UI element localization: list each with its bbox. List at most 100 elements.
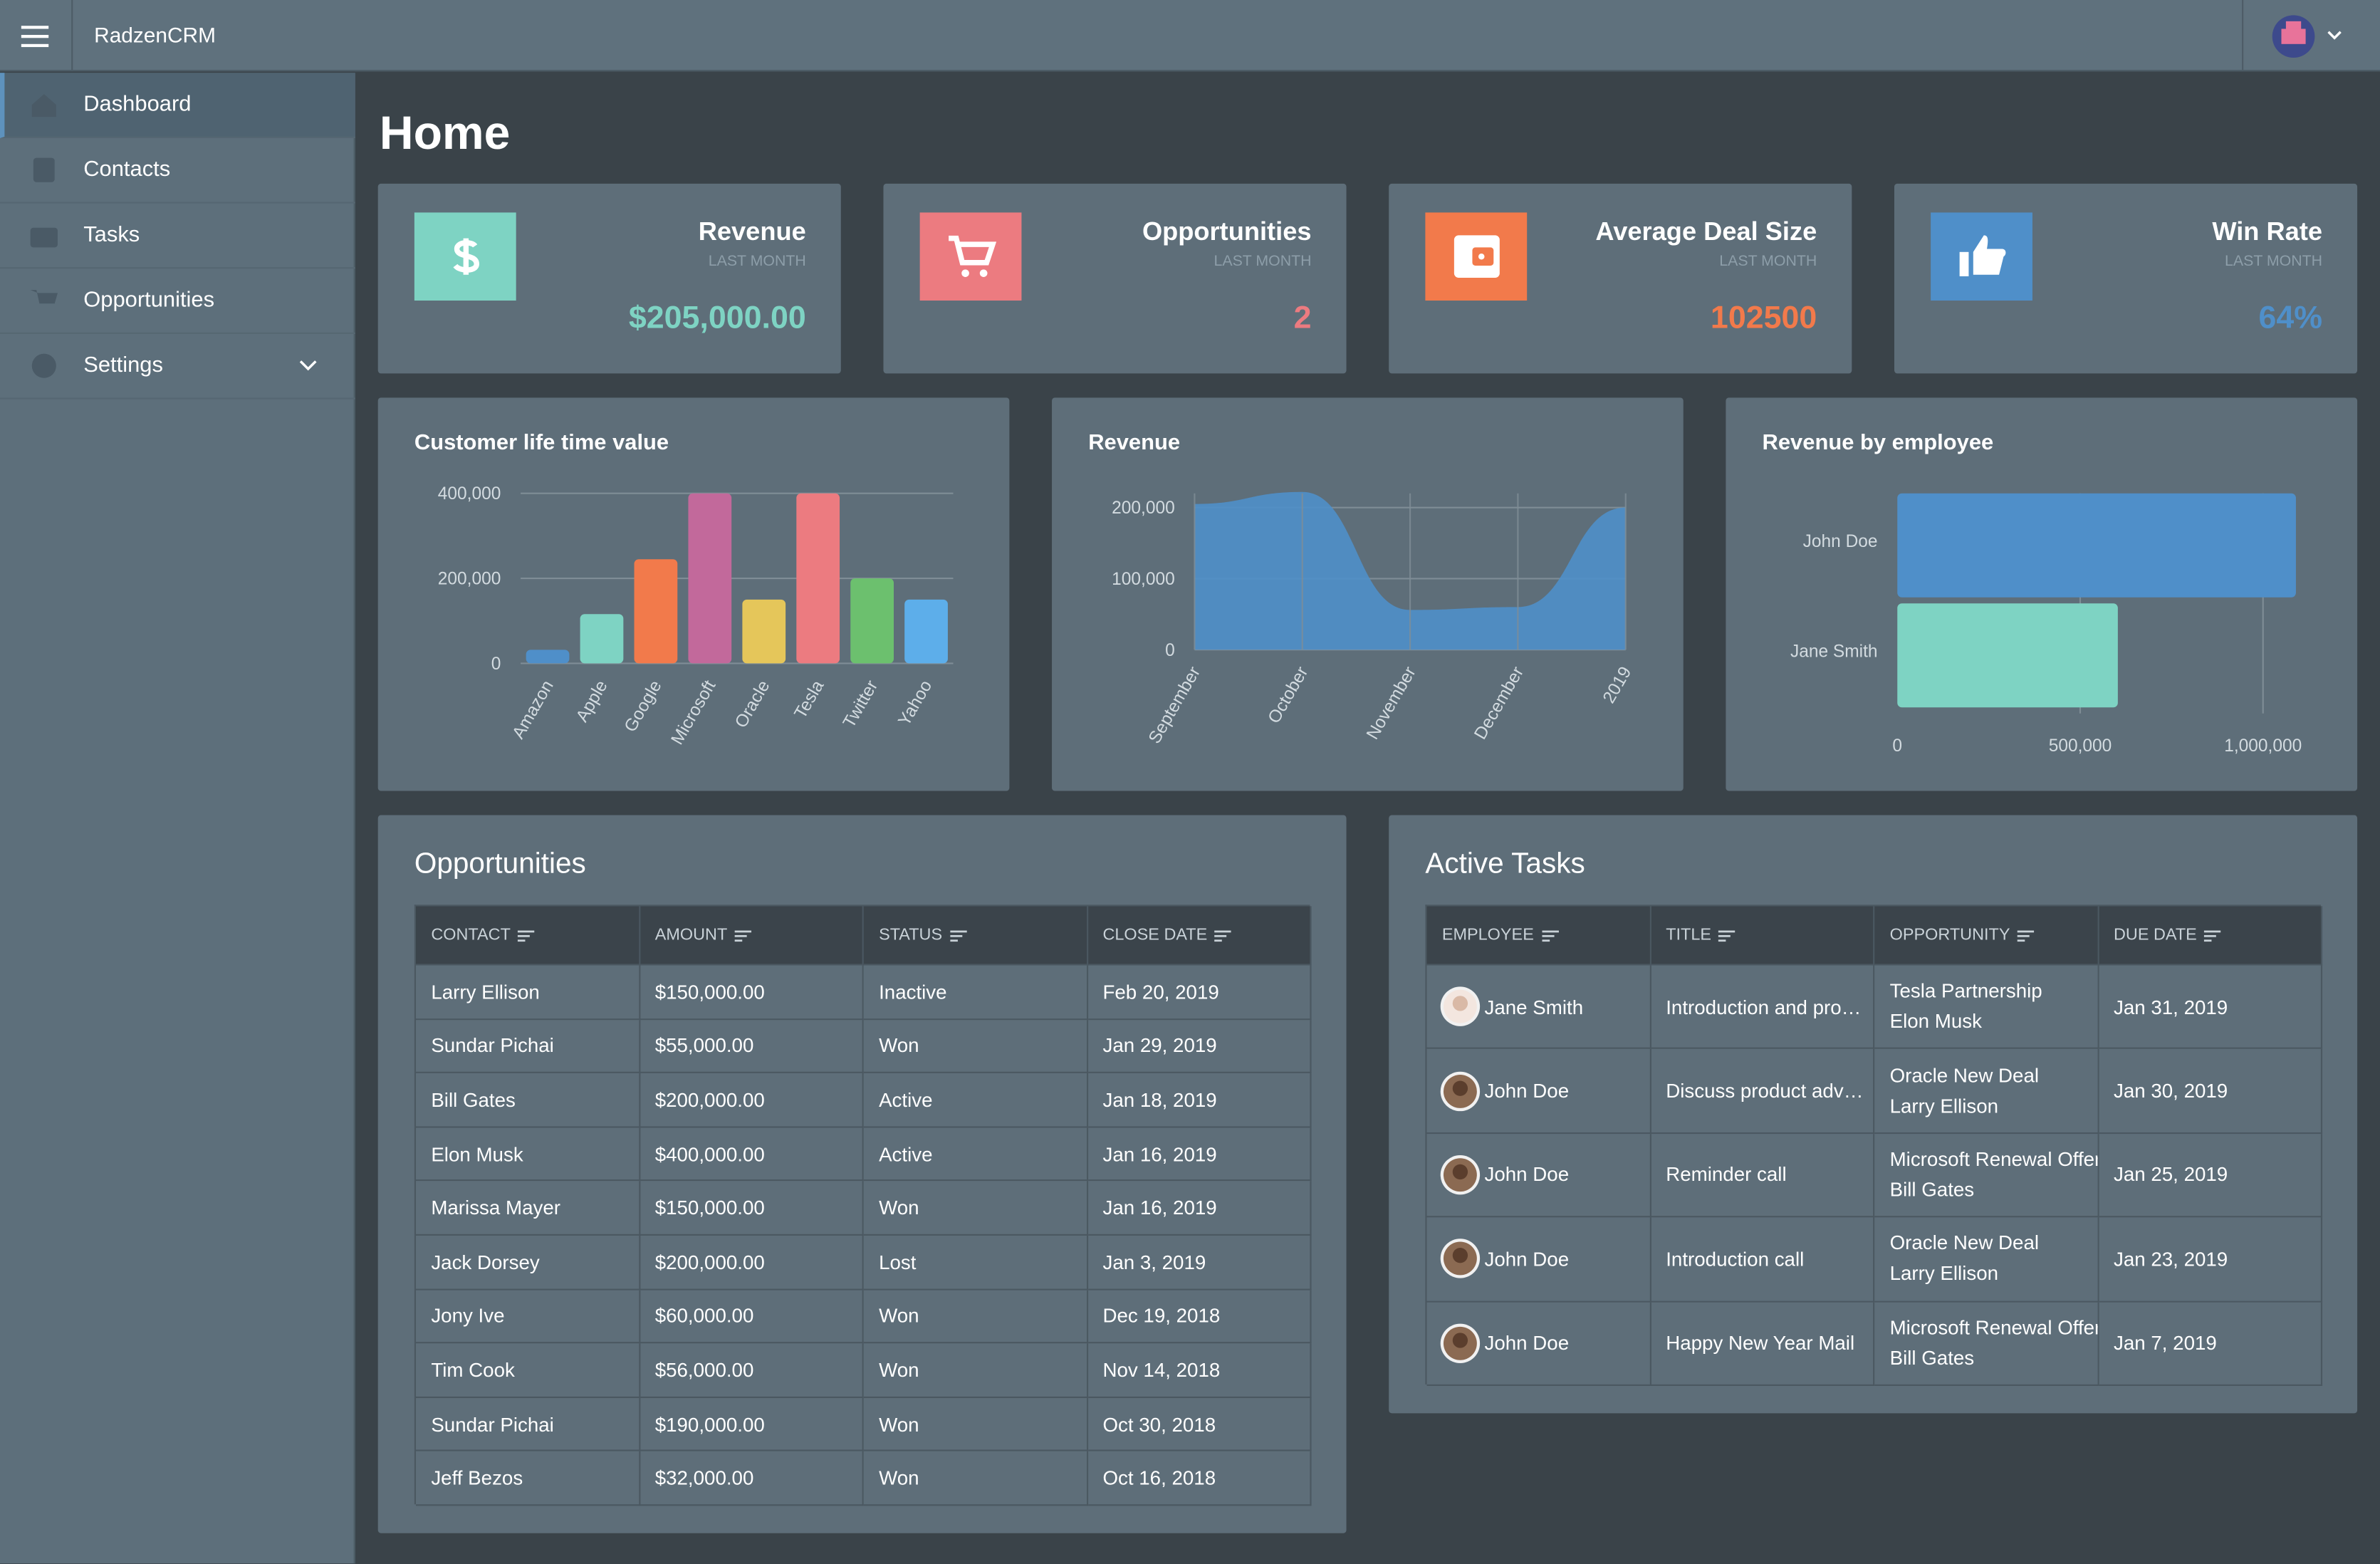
sort-bar [518,929,536,932]
table-cell: Won [863,1451,1088,1506]
panel-title: Opportunities [414,848,586,881]
cell-text: Introduction call [1666,1247,1805,1271]
sort-bar [1541,934,1554,937]
sort-icon[interactable] [2018,928,2036,942]
page-title: Home [379,106,511,160]
kpi-title: Revenue [698,217,806,246]
chart-title: Revenue by employee [1762,431,1994,456]
table-cell: Larry Ellison [416,965,640,1020]
cell-text: Oct 30, 2018 [1102,1412,1216,1436]
cell-text: Jan 23, 2019 [2113,1247,2228,1271]
table-cell: Jan 16, 2019 [1087,1127,1312,1182]
nav-item[interactable] [0,73,355,138]
sort-icon[interactable] [1214,928,1233,942]
cell-text: Larry Ellison [431,980,540,1003]
cell-text: Jan 31, 2019 [2113,995,2228,1018]
sort-icon[interactable] [734,928,753,942]
nav-label: Dashboard [83,93,192,118]
table-cell: Microsoft Renewal Offer Bill Gates [1874,1301,2099,1386]
icon-shape [33,157,55,182]
chart-title: Customer life time value [414,431,669,456]
cell-lines: Microsoft Renewal Offer Bill Gates [1889,1145,2099,1205]
table-cell: Sundar Pichai [416,1019,640,1074]
sort-icon[interactable] [1718,928,1738,942]
cell-line: Tesla Partnership [1889,979,2042,1003]
table-cell: $400,000.00 [640,1127,864,1182]
sort-icon[interactable] [518,928,537,942]
table-cell: Oracle New Deal Larry Ellison [1874,1217,2099,1302]
table-cell: Jan 23, 2019 [2098,1217,2323,1302]
cell-text: Tim Cook [431,1358,515,1382]
panel-title: Active Tasks [1425,848,1585,881]
avatar-head [1452,1080,1468,1095]
cell-text: $56,000.00 [654,1358,754,1382]
sort-bar [949,939,958,942]
table-cell: $150,000.00 [640,1182,864,1236]
avatar-head [1452,1164,1468,1180]
nav-item[interactable] [0,269,355,334]
cell-text: Jeff Bezos [431,1466,523,1490]
kpi-card: Average Deal Size LAST MONTH 102500 [1389,183,1852,374]
icon-shape [30,227,58,248]
table-cell: Sundar Pichai [416,1397,640,1452]
profile-menu[interactable] [2271,14,2350,59]
data-grid: CONTACT AMOUNT STATUS CLOSE DATE Larry Ellis… [414,904,1312,1506]
cell-line: Microsoft Renewal Offer [1889,1147,2099,1171]
sort-bar [2204,934,2217,937]
cell-line: Microsoft Renewal Offer [1889,1315,2099,1339]
table-cell: Won [863,1397,1088,1452]
sidebar: Dashboard Contacts Tasks Opportunities Setti… [0,73,355,1564]
table-cell: Dec 19, 2018 [1087,1289,1312,1344]
column-header[interactable]: CONTACT [416,906,640,966]
table-cell: Bill Gates [416,1073,640,1128]
cell-line: Oracle New Deal [1889,1231,2040,1255]
sort-bar [2018,929,2035,932]
column-header[interactable]: OPPORTUNITY [1874,906,2099,966]
kpi-title: Opportunities [1142,217,1312,246]
cell-text: John Doe [1484,1331,1570,1355]
column-header[interactable]: STATUS [863,906,1088,966]
column-header[interactable]: AMOUNT [640,906,864,966]
cell-text: $400,000.00 [654,1142,765,1166]
sort-icon[interactable] [949,928,969,942]
column-header-label: EMPLOYEE [1441,926,1534,944]
table-cell: Active [863,1127,1088,1182]
menu-toggle[interactable] [21,24,52,48]
nav-item[interactable] [0,138,355,204]
sort-bar [1718,929,1736,932]
table-cell: Jan 29, 2019 [1087,1019,1312,1074]
chevron [299,360,317,371]
nav-icon [31,353,56,378]
column-header[interactable]: EMPLOYEE [1426,906,1651,966]
cell-text: Jan 18, 2019 [1102,1088,1217,1112]
sort-icon[interactable] [2204,928,2223,942]
cell-text: Active [879,1088,933,1112]
table-cell: Jan 31, 2019 [2098,965,2323,1050]
cell-text: Jan 29, 2019 [1102,1034,1217,1058]
avatar-head [1452,996,1468,1011]
cell-text: Sundar Pichai [431,1412,554,1436]
nav-label: Settings [83,353,163,378]
cell-text: Inactive [879,980,947,1003]
sort-bar [518,934,531,937]
kpi-value: $205,000.00 [628,301,806,336]
cell-lines: Oracle New Deal Larry Ellison [1890,1060,2039,1121]
cell-lines: Tesla Partnership Elon Musk [1890,976,2042,1037]
kpi-subtitle: LAST MONTH [1214,253,1312,271]
nav-item[interactable] [0,334,355,400]
cell-line: Elon Musk [1889,1009,1982,1033]
cell-lines: Microsoft Renewal Offer Bill Gates [1889,1313,2099,1373]
nav-item[interactable] [0,204,355,269]
menu-icon-bar [21,26,49,29]
cell-text: Bill Gates [431,1088,516,1112]
chart-card [377,397,1010,791]
column-header[interactable]: TITLE [1650,906,1875,966]
table-cell: Oct 30, 2018 [1087,1397,1312,1452]
nav-icon [30,227,58,248]
kpi-subtitle: LAST MONTH [708,253,806,271]
icon-shape [1959,251,1969,276]
sort-icon[interactable] [1541,928,1560,942]
column-header[interactable]: CLOSE DATE [1087,906,1312,966]
column-header[interactable]: DUE DATE [2098,906,2323,966]
avatar-art [2281,28,2306,44]
